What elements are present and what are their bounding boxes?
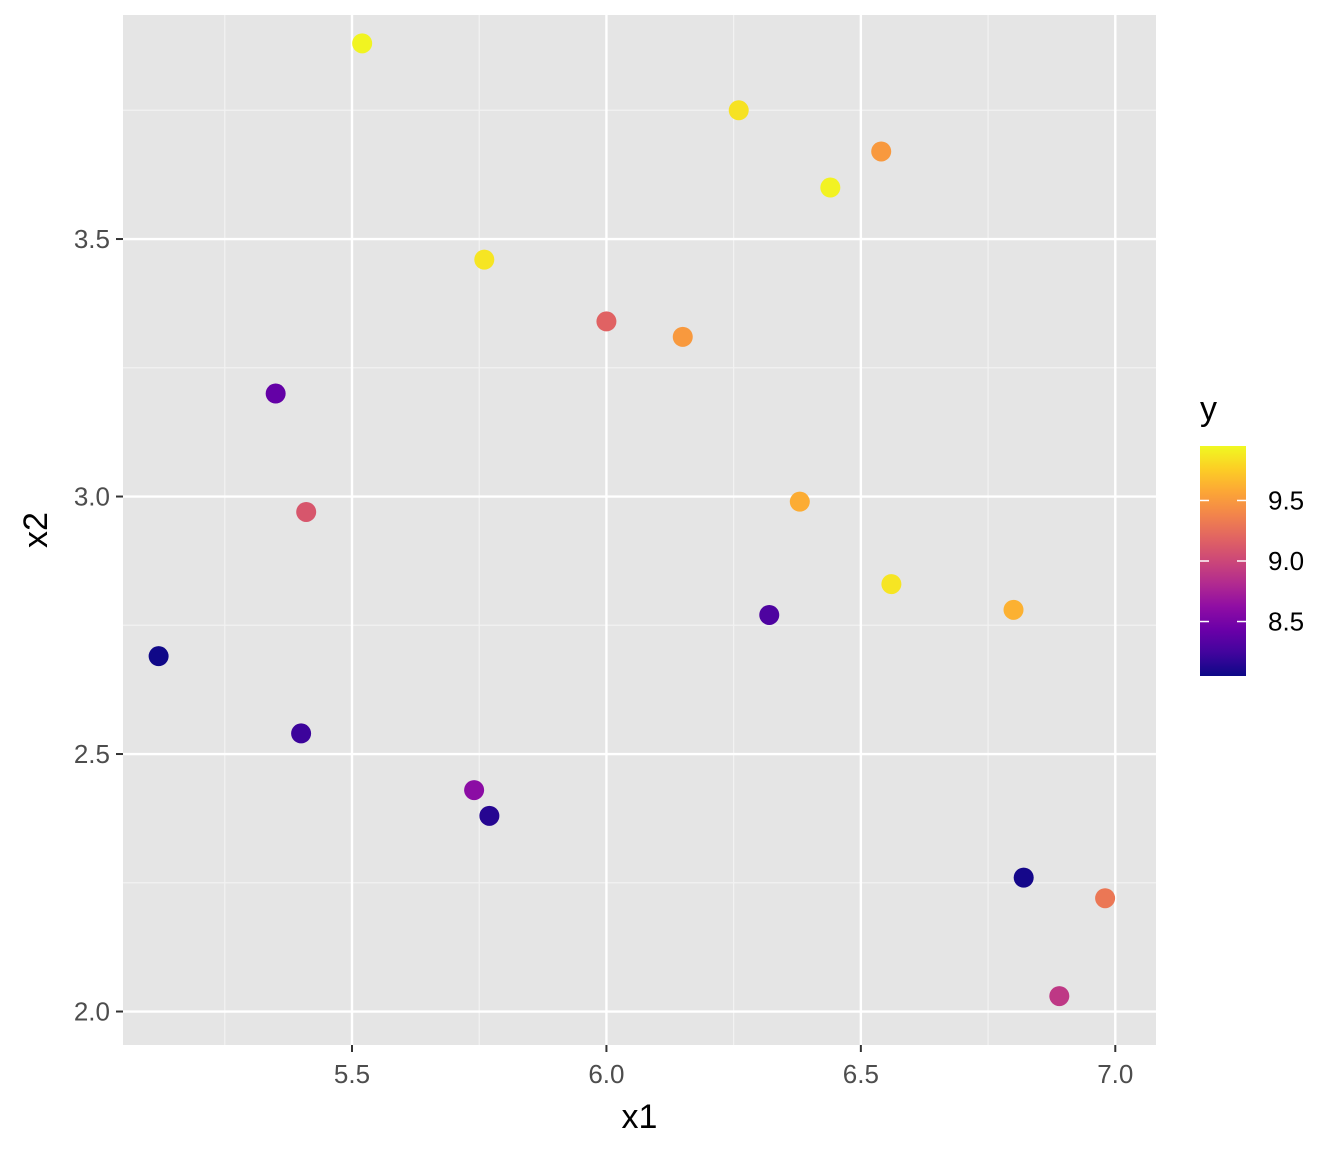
grid-major (123, 15, 1156, 1045)
y-tick-label: 3.0 (74, 482, 110, 512)
legend-tick-label: 9.0 (1268, 546, 1304, 576)
data-point (479, 805, 500, 826)
data-point (820, 177, 841, 198)
x-axis-ticks: 5.5 6.0 6.5 7.0 (334, 1045, 1133, 1089)
y-tick-label: 2.0 (74, 997, 110, 1027)
data-point (148, 646, 169, 667)
grid-minor (123, 15, 1156, 1045)
legend-tick-label: 8.5 (1268, 607, 1304, 637)
data-point (265, 383, 286, 404)
x-tick-label: 6.5 (843, 1059, 879, 1089)
legend-ticks: 8.5 9.0 9.5 (1200, 485, 1304, 637)
data-point (474, 249, 495, 270)
data-point (464, 780, 485, 801)
y-tick-label: 3.5 (74, 224, 110, 254)
x-tick-label: 7.0 (1097, 1059, 1133, 1089)
color-legend: y 8.5 9.0 9.5 (1200, 390, 1304, 676)
data-point (1095, 888, 1116, 909)
data-point (759, 604, 780, 625)
x-axis-title: x1 (622, 1098, 658, 1136)
data-point (871, 141, 892, 162)
data-point (728, 100, 749, 121)
y-axis-title: x2 (17, 512, 55, 548)
data-point (789, 491, 810, 512)
data-point (596, 311, 617, 332)
legend-tick-label: 9.5 (1268, 485, 1304, 515)
x-tick-label: 5.5 (334, 1059, 370, 1089)
x-tick-label: 6.0 (588, 1059, 624, 1089)
y-axis-ticks: 2.0 2.5 3.0 3.5 (74, 224, 123, 1027)
data-point (1049, 986, 1070, 1007)
plot-panel (123, 15, 1156, 1045)
data-point (352, 33, 373, 54)
data-point (1003, 599, 1024, 620)
data-points (148, 33, 1116, 1007)
y-tick-label: 2.5 (74, 739, 110, 769)
legend-title: y (1200, 390, 1217, 428)
data-point (1013, 867, 1034, 888)
data-point (291, 723, 312, 744)
data-point (672, 326, 693, 347)
data-point (881, 574, 902, 595)
data-point (296, 501, 317, 522)
